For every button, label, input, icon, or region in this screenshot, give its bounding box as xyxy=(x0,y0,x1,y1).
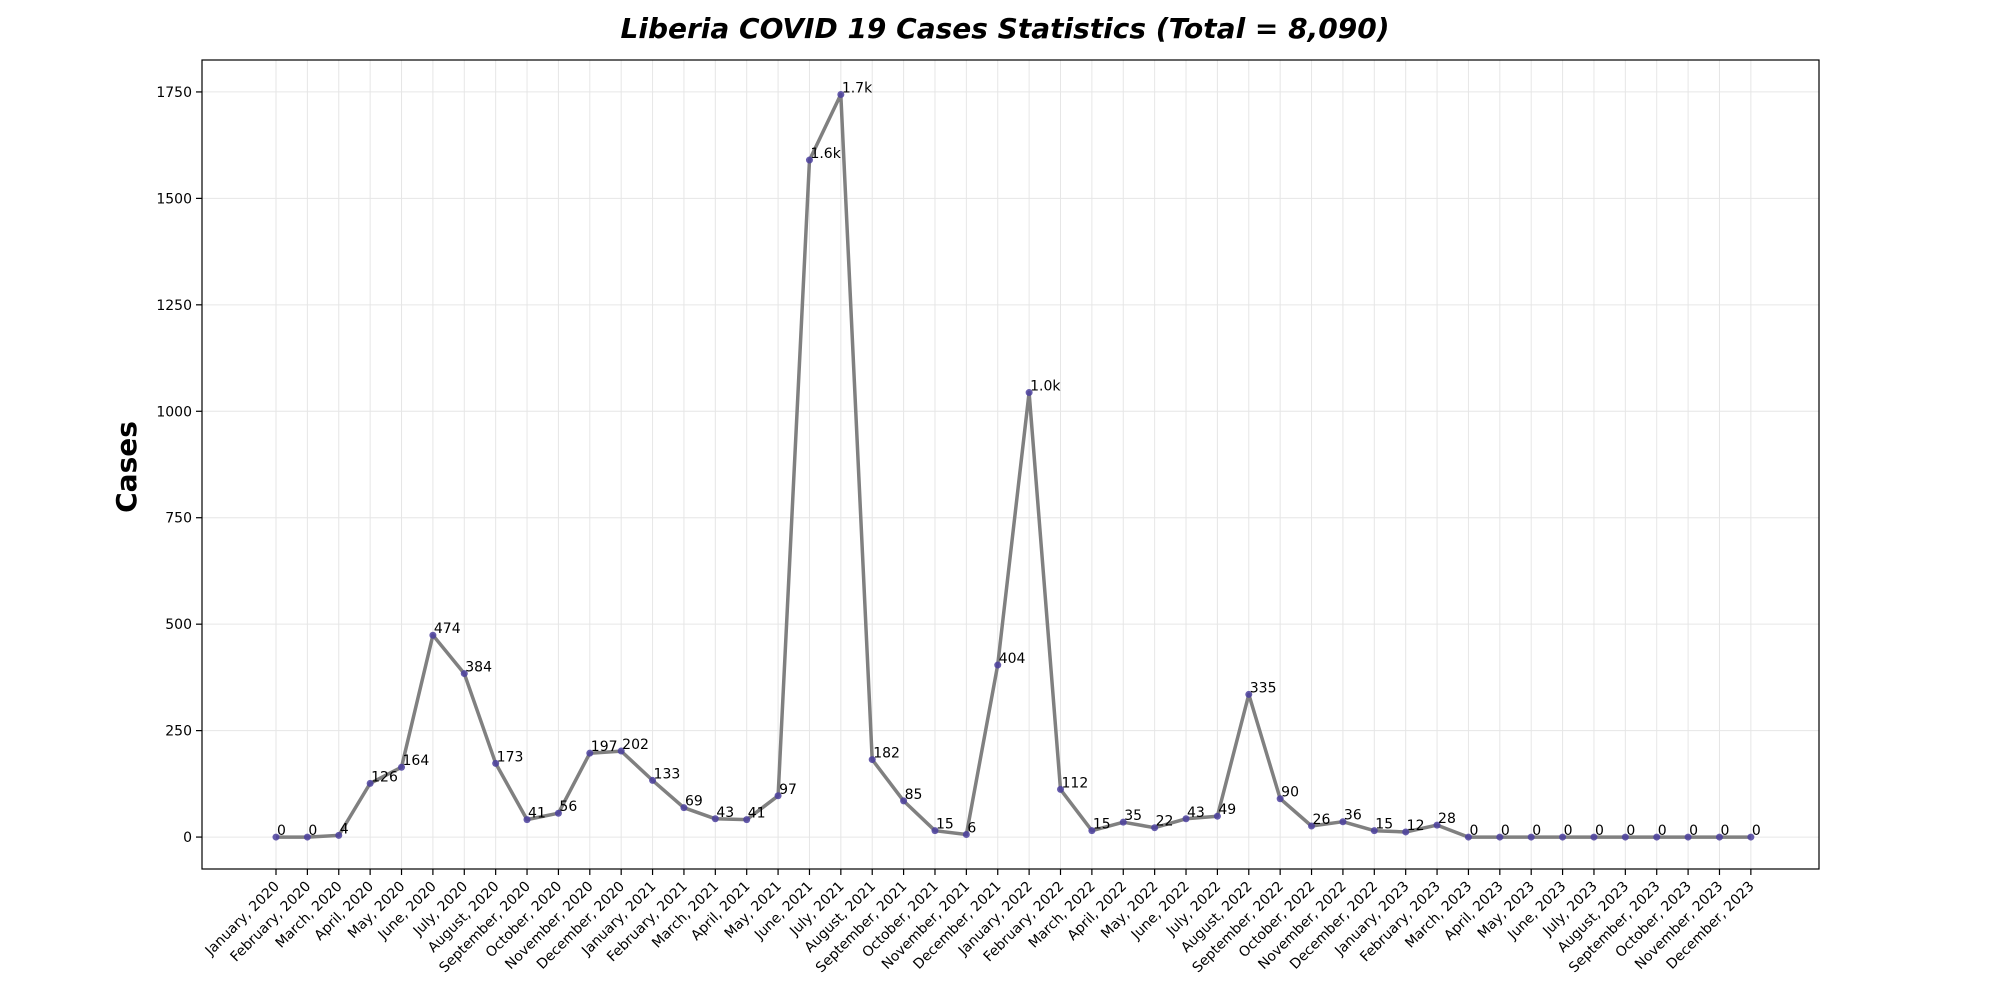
data-label: 43 xyxy=(1187,805,1205,821)
data-label: 133 xyxy=(654,766,681,782)
data-label: 85 xyxy=(905,787,923,803)
data-label: 0 xyxy=(277,823,286,839)
y-axis-ticks: 0 250 500 750 1000 1250 1500 1750 xyxy=(156,85,202,846)
data-label: 22 xyxy=(1156,814,1174,830)
series-line xyxy=(276,95,1751,838)
data-label: 0 xyxy=(308,823,317,839)
data-label: 0 xyxy=(1595,823,1604,839)
chart-title: Liberia COVID 19 Cases Statistics (Total… xyxy=(621,12,1390,45)
data-label: 90 xyxy=(1281,785,1299,801)
data-label: 56 xyxy=(559,799,577,815)
data-label: 26 xyxy=(1313,812,1331,828)
y-tick-label: 1750 xyxy=(156,85,192,101)
data-label: 97 xyxy=(779,782,797,798)
data-label: 49 xyxy=(1218,802,1236,818)
data-label: 384 xyxy=(465,660,492,676)
data-label: 41 xyxy=(528,806,546,822)
data-label: 404 xyxy=(999,651,1026,667)
data-label: 15 xyxy=(1375,817,1393,833)
data-label: 36 xyxy=(1344,808,1362,824)
data-label: 0 xyxy=(1752,823,1761,839)
data-label: 69 xyxy=(685,794,703,810)
data-label: 6 xyxy=(967,821,976,837)
y-tick-label: 250 xyxy=(165,724,192,740)
data-label: 41 xyxy=(748,806,766,822)
data-label: 1.6k xyxy=(810,146,841,162)
data-label: 35 xyxy=(1124,808,1142,824)
data-label: 474 xyxy=(434,621,461,637)
data-label: 202 xyxy=(622,737,649,753)
data-label: 112 xyxy=(1062,775,1089,791)
y-tick-label: 500 xyxy=(165,617,192,633)
data-label: 43 xyxy=(716,805,734,821)
y-axis-label: Cases xyxy=(110,421,143,513)
data-label: 0 xyxy=(1501,823,1510,839)
data-label: 0 xyxy=(1658,823,1667,839)
data-label: 197 xyxy=(591,739,618,755)
data-label: 1.0k xyxy=(1030,379,1061,395)
data-label: 12 xyxy=(1407,818,1425,834)
data-label: 182 xyxy=(873,746,900,762)
data-label: 15 xyxy=(936,817,954,833)
data-label: 0 xyxy=(1532,823,1541,839)
y-tick-label: 1000 xyxy=(156,404,192,420)
data-label: 173 xyxy=(497,749,524,765)
data-label: 164 xyxy=(403,753,430,769)
data-label: 15 xyxy=(1093,817,1111,833)
data-label: 0 xyxy=(1469,823,1478,839)
y-tick-label: 750 xyxy=(165,511,192,527)
data-label: 0 xyxy=(1689,823,1698,839)
y-tick-label: 1500 xyxy=(156,191,192,207)
data-label: 335 xyxy=(1250,680,1277,696)
data-label: 126 xyxy=(371,769,398,785)
plot-frame xyxy=(202,60,1819,869)
data-label: 0 xyxy=(1564,823,1573,839)
grid-lines xyxy=(202,60,1819,869)
data-points xyxy=(273,91,1755,841)
y-tick-label: 1250 xyxy=(156,298,192,314)
data-label: 28 xyxy=(1438,811,1456,827)
data-label: 1.7k xyxy=(842,80,873,96)
data-label: 0 xyxy=(1720,823,1729,839)
data-label: 4 xyxy=(340,821,349,837)
y-tick-label: 0 xyxy=(183,830,192,846)
data-label: 0 xyxy=(1626,823,1635,839)
